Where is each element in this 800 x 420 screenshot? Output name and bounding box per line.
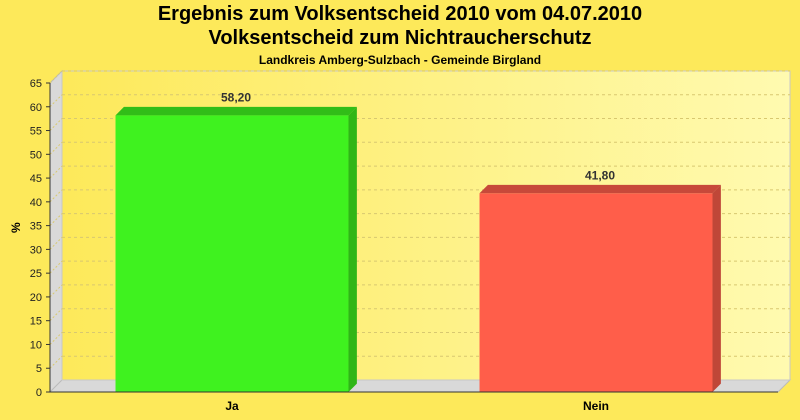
bar-ja: 58,20 xyxy=(115,90,357,393)
grid-line-diagonal xyxy=(49,237,63,250)
y-axis: 0 5 10 15 20 25 30 35 40 45 50 55 60 65 xyxy=(30,78,51,399)
y-tick-label: 35 xyxy=(30,221,42,233)
bar-value-label: 58,20 xyxy=(221,90,251,104)
grid-line-diagonal xyxy=(49,308,63,322)
y-tick-label: 65 xyxy=(30,78,42,90)
bar-front xyxy=(115,115,349,392)
grid-line-diagonal xyxy=(49,118,63,131)
grid-line-diagonal xyxy=(49,70,63,84)
bar-side xyxy=(712,184,721,392)
grid-line-diagonal xyxy=(49,260,63,274)
y-tick-label: 25 xyxy=(30,268,42,280)
grid-line-diagonal xyxy=(49,284,63,298)
y-tick-label: 5 xyxy=(36,363,42,375)
x-tick-label: Nein xyxy=(583,399,609,413)
y-tick-label: 30 xyxy=(30,244,42,256)
x-tick-label: Ja xyxy=(225,399,239,413)
plot-left-wall xyxy=(49,69,63,394)
bar-nein: 41,80 xyxy=(479,168,721,392)
chart-title-line-2: Volksentscheid zum Nichtraucherschutz xyxy=(208,27,592,49)
grid-line-diagonal xyxy=(49,332,63,345)
y-tick-label: 10 xyxy=(30,339,42,351)
y-tick-label: 50 xyxy=(30,149,42,161)
y-tick-label: 55 xyxy=(30,126,42,138)
y-tick-label: 60 xyxy=(30,102,42,114)
y-tick-label: 20 xyxy=(30,292,42,304)
x-axis: Ja Nein xyxy=(50,391,778,413)
grid-line-diagonal xyxy=(49,141,63,155)
grid-line-diagonal xyxy=(49,189,63,203)
grid-line-diagonal xyxy=(49,165,63,179)
chart-title: Ergebnis zum Volksentscheid 2010 vom 04.… xyxy=(157,3,643,25)
grid-line-diagonal xyxy=(49,94,63,108)
bar-side xyxy=(348,106,357,393)
grid-line-diagonal xyxy=(49,213,63,226)
bars: 58,20 41,80 xyxy=(115,90,721,393)
y-tick-label: 15 xyxy=(30,316,42,328)
grid-line-diagonal xyxy=(49,355,63,369)
bar-top xyxy=(479,184,721,194)
chart-subtitle: Landkreis Amberg-Sulzbach - Gemeinde Bir… xyxy=(258,53,542,67)
bar-top xyxy=(115,106,357,116)
y-tick-label: 0 xyxy=(36,387,42,399)
y-tick-label: 45 xyxy=(30,173,42,185)
bar-value-label: 41,80 xyxy=(585,168,615,182)
bar-front xyxy=(479,193,713,392)
y-tick-label: 40 xyxy=(30,197,42,209)
